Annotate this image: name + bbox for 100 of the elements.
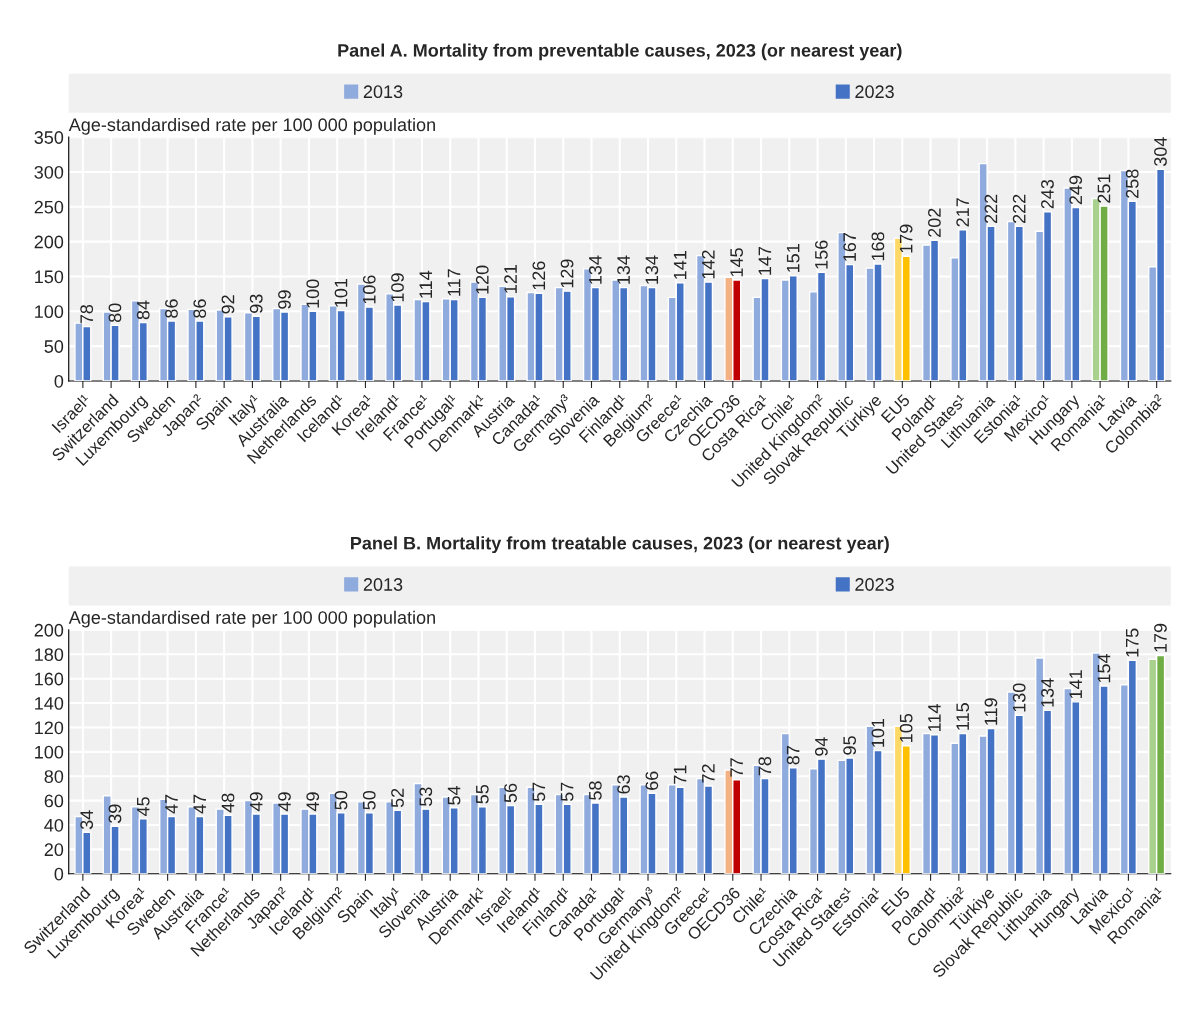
data-label: 49 [278,792,291,812]
data-label: 120 [475,265,489,294]
data-label: 57 [532,782,546,802]
data-label: 129 [560,259,574,288]
data-label: 49 [249,792,263,812]
data-label: 86 [165,299,178,318]
y-tick-label: 100 [35,305,64,319]
data-label: 58 [588,781,602,800]
chart-title: Panel A. Mortality from preventable causes, 2023 (or nearest year) [338,43,902,61]
data-label: 141 [673,251,687,279]
data-label: 175 [1126,628,1139,657]
data-label: 119 [984,698,998,725]
data-label: 145 [730,248,743,277]
y-tick-label: 350 [34,131,64,144]
data-label: 243 [1041,179,1054,209]
data-label: 109 [391,273,404,302]
data-label: 48 [221,793,235,813]
data-label: 100 [306,279,320,308]
data-label: 126 [532,261,546,290]
data-label: 47 [165,794,178,814]
data-label: 57 [560,782,574,802]
legend-label: 2023 [855,85,894,99]
data-label: 134 [1041,678,1054,707]
data-label: 78 [80,304,94,324]
data-label: 130 [1012,683,1026,712]
data-label: 72 [701,764,715,783]
y-axis-title: Age-standardised rate per 100 000 population [68,117,435,135]
data-label: 134 [588,255,602,284]
y-tick-label: 300 [34,165,64,179]
data-label: 101 [334,278,348,307]
data-label: 121 [504,265,517,293]
data-label: 114 [928,704,941,731]
data-label: 117 [447,269,461,296]
y-tick-label: 180 [35,648,64,662]
data-label: 34 [80,810,94,830]
data-label: 93 [249,294,263,313]
chart-title: Panel B. Mortality from treatable causes, 2023 (or nearest year) [351,536,889,554]
y-tick-label: 140 [35,697,64,710]
data-label: 56 [504,783,517,803]
y-tick-label: 200 [34,235,64,249]
data-label: 47 [193,794,206,814]
y-tick-label: 160 [35,672,64,686]
data-label: 217 [956,198,969,227]
data-label: 258 [1125,169,1139,198]
data-label: 49 [306,792,320,812]
data-label: 156 [814,240,828,269]
y-tick-label: 200 [34,623,64,637]
data-label: 80 [108,303,122,323]
data-label: 78 [758,756,772,776]
data-label: 249 [1069,175,1083,205]
data-label: 105 [899,713,913,742]
data-label: 202 [928,208,941,237]
data-label: 222 [984,194,998,223]
data-label: 106 [362,275,376,304]
data-label: 86 [193,299,207,318]
data-label: 222 [1012,194,1026,223]
data-label: 142 [701,250,715,279]
data-label: 304 [1154,137,1167,167]
y-tick-label: 150 [35,270,64,284]
data-label: 95 [843,736,857,755]
y-tick-label: 50 [44,340,64,353]
data-label: 50 [334,790,348,810]
data-label: 66 [645,771,659,790]
data-label: 84 [136,300,150,320]
data-label: 63 [617,775,630,794]
data-label: 151 [786,244,800,272]
data-label: 101 [871,718,885,747]
data-label: 45 [136,797,150,817]
data-label: 71 [673,765,687,784]
y-tick-label: 0 [54,374,64,388]
data-label: 251 [1097,174,1111,203]
legend-label: 2013 [363,578,403,591]
data-label: 179 [899,224,913,253]
y-tick-label: 40 [44,818,64,832]
data-label: 77 [730,758,743,777]
y-tick-label: 250 [34,200,64,214]
data-label: 179 [1154,623,1167,652]
data-label: 55 [476,784,489,804]
data-label: 54 [447,785,461,805]
data-label: 167 [843,233,857,261]
data-label: 92 [221,295,235,314]
y-tick-label: 100 [35,745,64,759]
legend-label: 2023 [855,578,894,591]
y-axis-title: Age-standardised rate per 100 000 population [68,610,435,628]
data-label: 52 [391,788,404,808]
data-label: 53 [419,787,433,806]
data-label: 134 [617,255,630,284]
data-label: 147 [758,246,772,275]
y-tick-label: 0 [54,867,64,881]
data-label: 134 [645,255,659,284]
y-tick-label: 20 [44,843,64,857]
y-tick-label: 80 [44,770,64,783]
data-label: 154 [1097,653,1111,683]
data-label: 39 [108,804,122,824]
data-label: 50 [362,790,376,810]
data-label: 94 [814,737,828,756]
data-label: 115 [956,703,970,730]
legend-label: 2013 [363,85,403,99]
y-tick-label: 120 [35,721,64,735]
data-label: 168 [871,232,885,261]
